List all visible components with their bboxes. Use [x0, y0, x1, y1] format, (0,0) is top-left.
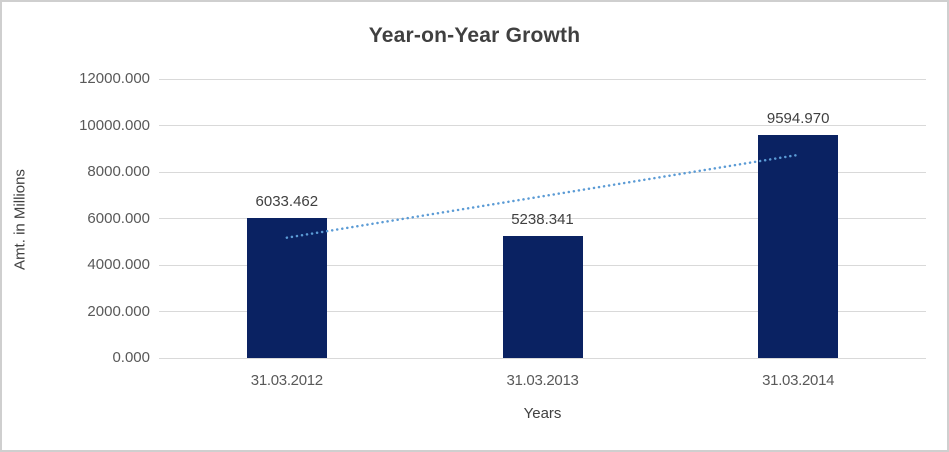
gridline	[159, 125, 926, 126]
gridline	[159, 78, 926, 80]
bar-31.03.2014	[758, 134, 839, 358]
y-axis-tick-label: 10000.000	[79, 116, 150, 134]
gridline	[159, 357, 926, 359]
y-axis-tick-label: 6000.000	[87, 209, 150, 227]
bar-data-label: 5238.341	[511, 211, 574, 229]
x-axis-title: Years	[523, 405, 562, 422]
y-axis-tick-label: 4000.000	[87, 256, 150, 273]
x-axis-tick-label: 31.03.2012	[250, 372, 323, 389]
bar-31.03.2013	[502, 236, 583, 358]
y-axis-title: Amt. in Millions	[11, 169, 29, 270]
bar-data-label: 6033.462	[255, 192, 319, 210]
y-axis-tick-label: 2000.000	[87, 302, 150, 320]
bar-31.03.2012	[246, 217, 327, 358]
x-axis-tick-label: 31.03.2013	[506, 372, 579, 389]
y-axis-tick-label: 8000.000	[87, 163, 150, 180]
y-axis-tick-label: 0.000	[112, 349, 150, 366]
y-axis-tick-label: 12000.000	[79, 70, 150, 87]
chart-title: Year-on-Year Growth	[368, 24, 581, 47]
x-axis-tick-label: 31.03.2014	[762, 372, 835, 389]
bar-data-label: 9594.970	[766, 109, 830, 127]
